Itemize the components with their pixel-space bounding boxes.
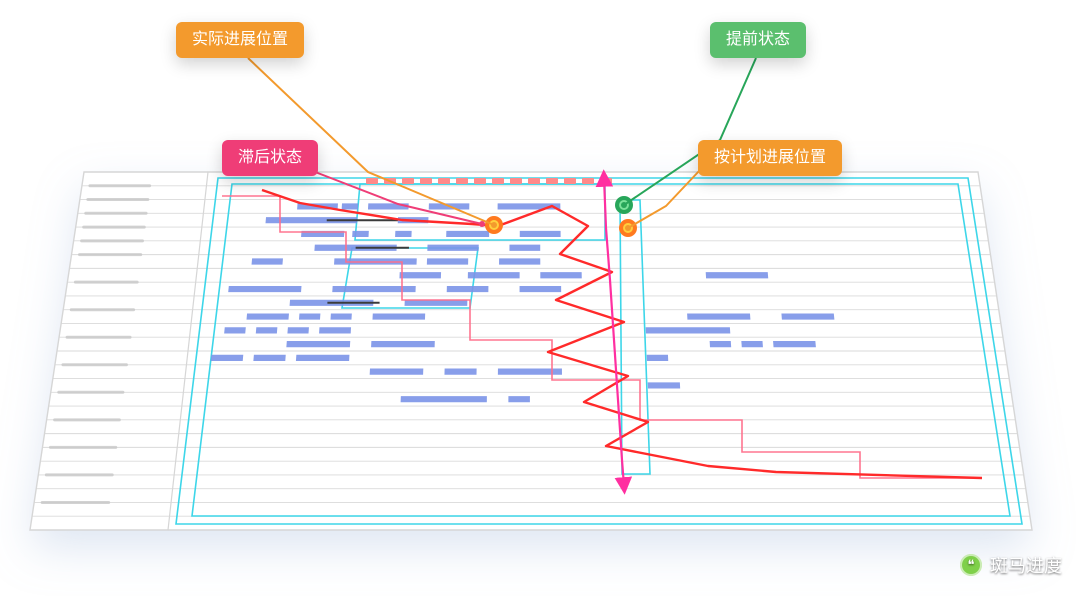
callout-ahead-status: 提前状态 [710,22,806,58]
callout-plan-position: 按计划进展位置 [698,140,842,176]
watermark: ❝ 斑马进度 [960,552,1062,578]
callout-label: 按计划进展位置 [714,149,826,166]
callout-actual-position: 实际进展位置 [176,22,304,58]
callout-label: 滞后状态 [238,149,302,166]
callout-label: 提前状态 [726,31,790,48]
watermark-text: 斑马进度 [990,552,1062,578]
callout-label: 实际进展位置 [192,31,288,48]
gantt-perspective-diagram [0,0,1080,596]
callout-behind-status: 滞后状态 [222,140,318,176]
wechat-icon: ❝ [960,554,982,576]
diagram-stage: 实际进展位置 提前状态 滞后状态 按计划进展位置 ❝ 斑马进度 [0,0,1080,596]
